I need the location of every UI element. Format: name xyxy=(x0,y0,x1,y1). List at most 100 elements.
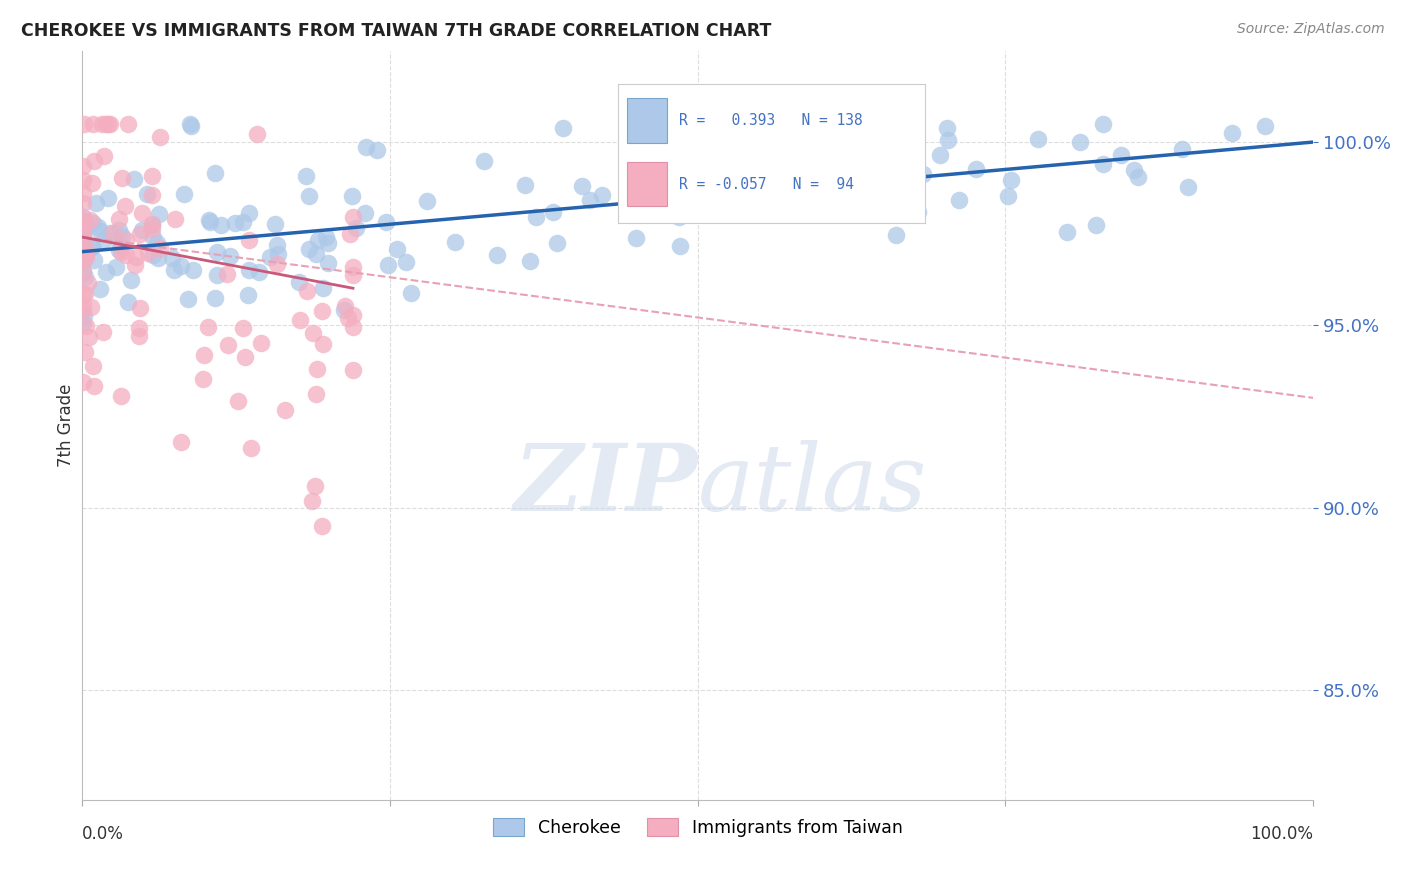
Point xyxy=(141,222,163,236)
Point xyxy=(125,250,148,264)
Point xyxy=(298,242,321,256)
Point xyxy=(519,253,541,268)
Point xyxy=(541,204,564,219)
Point xyxy=(233,350,256,364)
Text: 100.0%: 100.0% xyxy=(1250,825,1313,844)
Point xyxy=(342,308,364,322)
Point xyxy=(232,215,254,229)
Point xyxy=(122,171,145,186)
Point xyxy=(141,188,163,202)
Text: CHEROKEE VS IMMIGRANTS FROM TAIWAN 7TH GRADE CORRELATION CHART: CHEROKEE VS IMMIGRANTS FROM TAIWAN 7TH G… xyxy=(21,22,772,40)
Point xyxy=(571,179,593,194)
Point xyxy=(264,217,287,231)
Point xyxy=(198,215,221,229)
Point xyxy=(80,240,103,254)
Point xyxy=(375,214,398,228)
Point xyxy=(93,233,115,247)
Point xyxy=(72,227,94,242)
Point xyxy=(79,300,101,314)
Point xyxy=(209,218,232,232)
Point xyxy=(97,117,120,131)
Point xyxy=(385,242,408,256)
Point xyxy=(301,326,323,340)
Point xyxy=(128,329,150,343)
Point xyxy=(287,276,309,290)
Point xyxy=(181,262,204,277)
Point xyxy=(83,154,105,169)
Point xyxy=(935,121,957,136)
Point xyxy=(89,223,111,237)
Point xyxy=(73,252,96,267)
Point xyxy=(89,282,111,296)
Point xyxy=(848,203,870,218)
Point xyxy=(75,246,97,260)
Point xyxy=(124,258,146,272)
Y-axis label: 7th Grade: 7th Grade xyxy=(58,384,75,467)
Point xyxy=(73,117,96,131)
Point xyxy=(170,435,193,450)
Point xyxy=(179,117,201,131)
Point xyxy=(1177,179,1199,194)
Point xyxy=(311,518,333,533)
Point xyxy=(354,140,377,154)
Point xyxy=(72,298,94,312)
Point xyxy=(884,228,907,243)
Point xyxy=(170,259,193,273)
Point xyxy=(72,159,94,173)
Point xyxy=(626,231,648,245)
Point xyxy=(83,252,105,267)
Point xyxy=(546,235,568,250)
Point xyxy=(191,372,214,386)
Point xyxy=(342,260,364,274)
Point xyxy=(232,321,254,335)
Point xyxy=(162,263,184,277)
Point xyxy=(246,128,269,142)
Point xyxy=(72,253,94,268)
Point xyxy=(668,239,690,253)
Point xyxy=(73,287,96,301)
Point xyxy=(800,202,823,217)
Point xyxy=(288,313,311,327)
Point xyxy=(73,215,96,229)
Point xyxy=(312,336,335,351)
Point xyxy=(316,236,339,251)
Point xyxy=(305,387,328,401)
Point xyxy=(149,130,172,145)
Point xyxy=(762,178,785,192)
Point xyxy=(907,205,929,219)
Point xyxy=(1122,162,1144,177)
Point xyxy=(315,229,337,244)
Point xyxy=(72,237,94,252)
Text: atlas: atlas xyxy=(697,441,927,530)
Point xyxy=(108,243,131,257)
Point xyxy=(117,295,139,310)
Point xyxy=(72,226,94,240)
Point xyxy=(997,188,1019,202)
Point xyxy=(948,193,970,207)
Point xyxy=(82,117,104,131)
Point xyxy=(83,379,105,393)
Point xyxy=(141,169,163,183)
Point xyxy=(79,213,101,227)
Point xyxy=(120,273,142,287)
Point xyxy=(697,169,720,184)
Point xyxy=(173,186,195,201)
Point xyxy=(643,170,665,185)
Point xyxy=(311,304,333,318)
Point xyxy=(266,237,288,252)
Point xyxy=(305,247,328,261)
Text: Source: ZipAtlas.com: Source: ZipAtlas.com xyxy=(1237,22,1385,37)
Point xyxy=(75,251,97,265)
Point xyxy=(141,217,163,231)
Point xyxy=(342,189,364,203)
Point xyxy=(443,235,465,250)
Point xyxy=(72,228,94,243)
Point xyxy=(1171,142,1194,156)
Legend: Cherokee, Immigrants from Taiwan: Cherokee, Immigrants from Taiwan xyxy=(485,811,910,844)
Point xyxy=(810,175,832,189)
Point xyxy=(318,256,340,270)
Point xyxy=(399,286,422,301)
Point xyxy=(128,301,150,315)
Point xyxy=(1056,226,1078,240)
Point xyxy=(219,249,242,263)
